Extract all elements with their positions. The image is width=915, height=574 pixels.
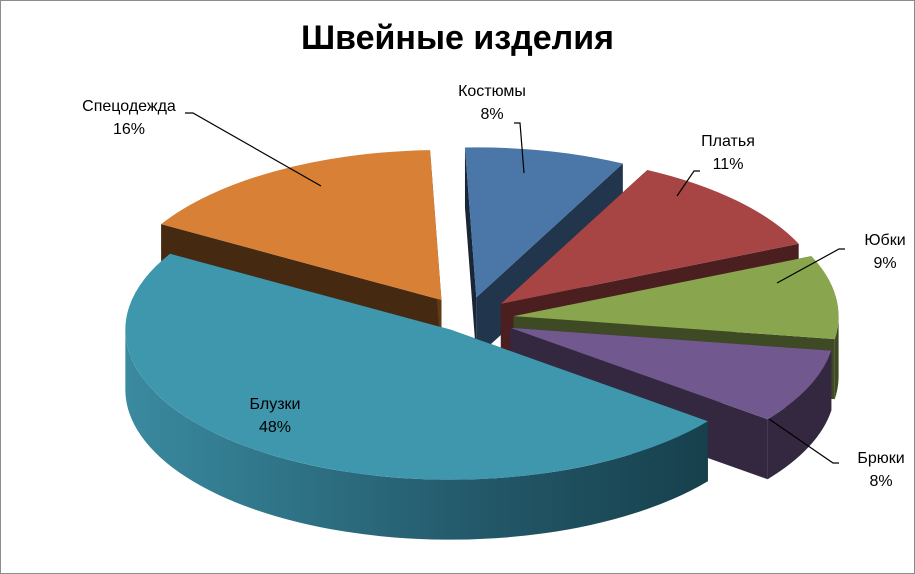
slice-percent-label-bryuki: 8% — [869, 473, 892, 490]
slice-category-label-yubki: Юбки — [864, 232, 905, 249]
slice-percent-label-platya: 11% — [713, 156, 744, 173]
pie-slice-yubki — [513, 256, 839, 340]
leader-line-bryuki — [768, 418, 839, 464]
slice-category-label-bryuki: Брюки — [857, 450, 904, 467]
leader-line-kostyumy — [514, 122, 525, 174]
slice-percent-label-yubki: 9% — [873, 255, 896, 272]
chart-title: Швейные изделия — [301, 19, 614, 57]
slice-percent-label-bluzki: 48% — [259, 419, 291, 436]
pie-leader-lines — [185, 112, 845, 464]
leader-line-platya — [676, 170, 700, 197]
pie-slice-platya — [500, 169, 799, 304]
slice-percent-label-specodezhda: 16% — [113, 121, 145, 138]
pie-slice-kostyumy — [464, 147, 623, 298]
pie-slice-bryuki — [510, 327, 832, 420]
pie-slice-side-yubki — [834, 316, 839, 400]
slice-category-label-specodezhda: Спецодежда — [82, 98, 176, 115]
slice-percent-label-kostyumy: 8% — [480, 106, 503, 123]
leader-line-specodezhda — [185, 112, 322, 187]
leader-line-yubki — [776, 248, 845, 284]
pie-slice-wall-kostyumy — [464, 147, 477, 358]
pie-slice-side-bluzki — [125, 329, 708, 540]
slice-category-label-bluzki: Блузки — [250, 396, 301, 413]
pie-slice-side-bryuki — [767, 350, 832, 480]
slice-category-label-kostyumy: Костюмы — [458, 83, 526, 100]
slice-category-label-platya: Платья — [701, 133, 755, 150]
pie-labels: Костюмы 8% Платья 11% Юбки 9% Брюки 8% Блузки 48%… — [82, 83, 905, 490]
pie-tops — [125, 147, 839, 480]
pie-slice-bluzki — [125, 253, 708, 480]
pie-slice-specodezhda — [161, 150, 442, 301]
